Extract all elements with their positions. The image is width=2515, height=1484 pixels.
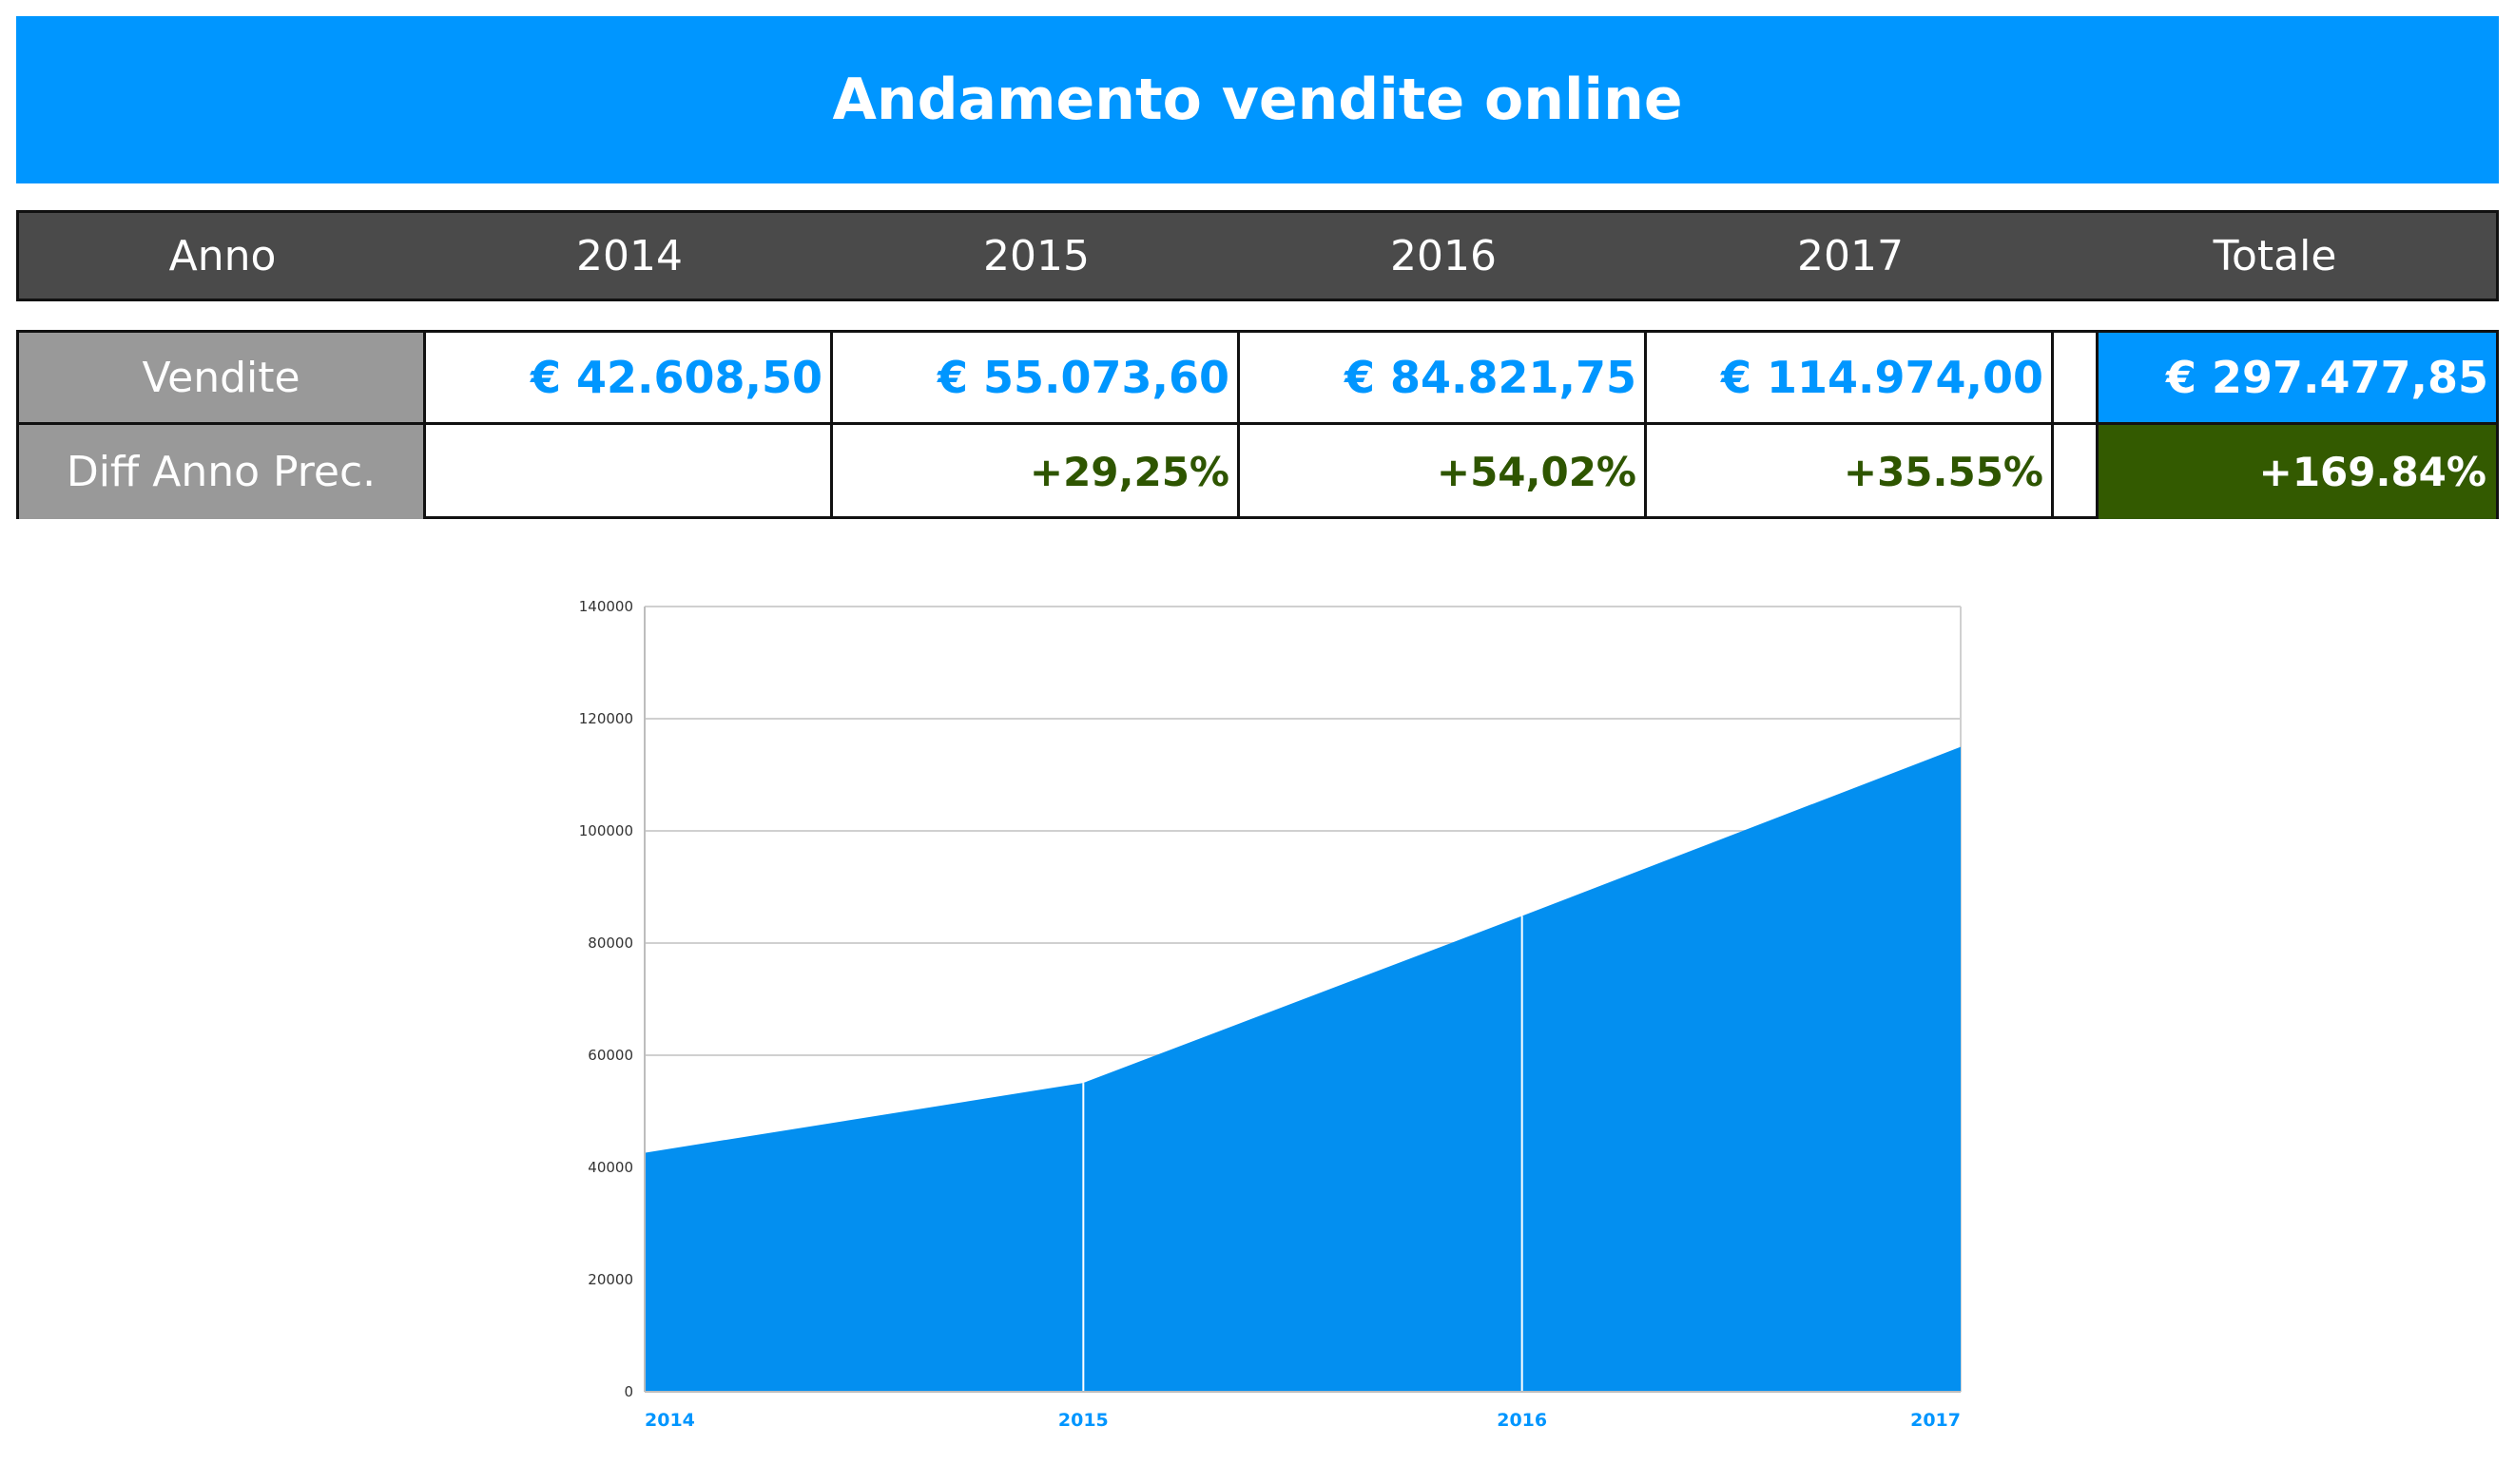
y-tick-label: 120000 xyxy=(579,710,633,727)
diff-2015: +29,25% xyxy=(833,425,1240,519)
spacer-cell xyxy=(2054,333,2099,422)
diff-2014 xyxy=(426,425,833,519)
sales-total: € 297.477,85 xyxy=(2099,333,2496,422)
series-area xyxy=(645,746,1961,1392)
diff-2016: +54,02% xyxy=(1240,425,1647,519)
page-title: Andamento vendite online xyxy=(832,67,1683,133)
sales-2016: € 84.821,75 xyxy=(1240,333,1647,422)
y-tick-label: 40000 xyxy=(588,1159,633,1176)
diff-total: +169.84% xyxy=(2099,425,2496,519)
diff-2017: +35.55% xyxy=(1647,425,2054,519)
column-header-2014: 2014 xyxy=(576,231,683,280)
y-tick-label: 140000 xyxy=(579,598,633,615)
sales-area-chart: 0 20000 40000 60000 80000 100000 120000 140000 2… xyxy=(579,598,1962,1431)
row-label-diff: Diff Anno Prec. xyxy=(19,425,426,519)
table-row-sales: Vendite € 42.608,50 € 55.073,60 € 84.821… xyxy=(19,333,2496,425)
table-row-diff: Diff Anno Prec. +29,25% +54,02% +35.55% … xyxy=(19,425,2496,519)
y-tick-label: 20000 xyxy=(588,1271,633,1288)
sales-2014: € 42.608,50 xyxy=(426,333,833,422)
column-header-2015: 2015 xyxy=(983,231,1090,280)
column-header-anno: Anno xyxy=(168,231,277,280)
sales-table: Vendite € 42.608,50 € 55.073,60 € 84.821… xyxy=(16,330,2499,519)
column-header-2017: 2017 xyxy=(1797,231,1904,280)
x-tick-label: 2016 xyxy=(1497,1410,1547,1431)
sales-2015: € 55.073,60 xyxy=(833,333,1240,422)
y-tick-label: 80000 xyxy=(588,935,633,952)
column-header-2016: 2016 xyxy=(1390,231,1497,280)
sales-2017: € 114.974,00 xyxy=(1647,333,2054,422)
y-tick-label: 100000 xyxy=(579,822,633,839)
spacer-cell xyxy=(2054,425,2099,519)
title-bar: Andamento vendite online xyxy=(16,16,2499,183)
x-tick-label: 2014 xyxy=(645,1410,695,1431)
row-label-sales: Vendite xyxy=(19,333,426,422)
x-tick-label: 2017 xyxy=(1910,1410,1961,1431)
column-header-totale: Totale xyxy=(2213,231,2337,280)
y-tick-label: 0 xyxy=(624,1383,633,1400)
y-tick-label: 60000 xyxy=(588,1047,633,1064)
x-tick-label: 2015 xyxy=(1058,1410,1109,1431)
table-header-row: Anno 2014 2015 2016 2017 Totale xyxy=(16,210,2499,301)
